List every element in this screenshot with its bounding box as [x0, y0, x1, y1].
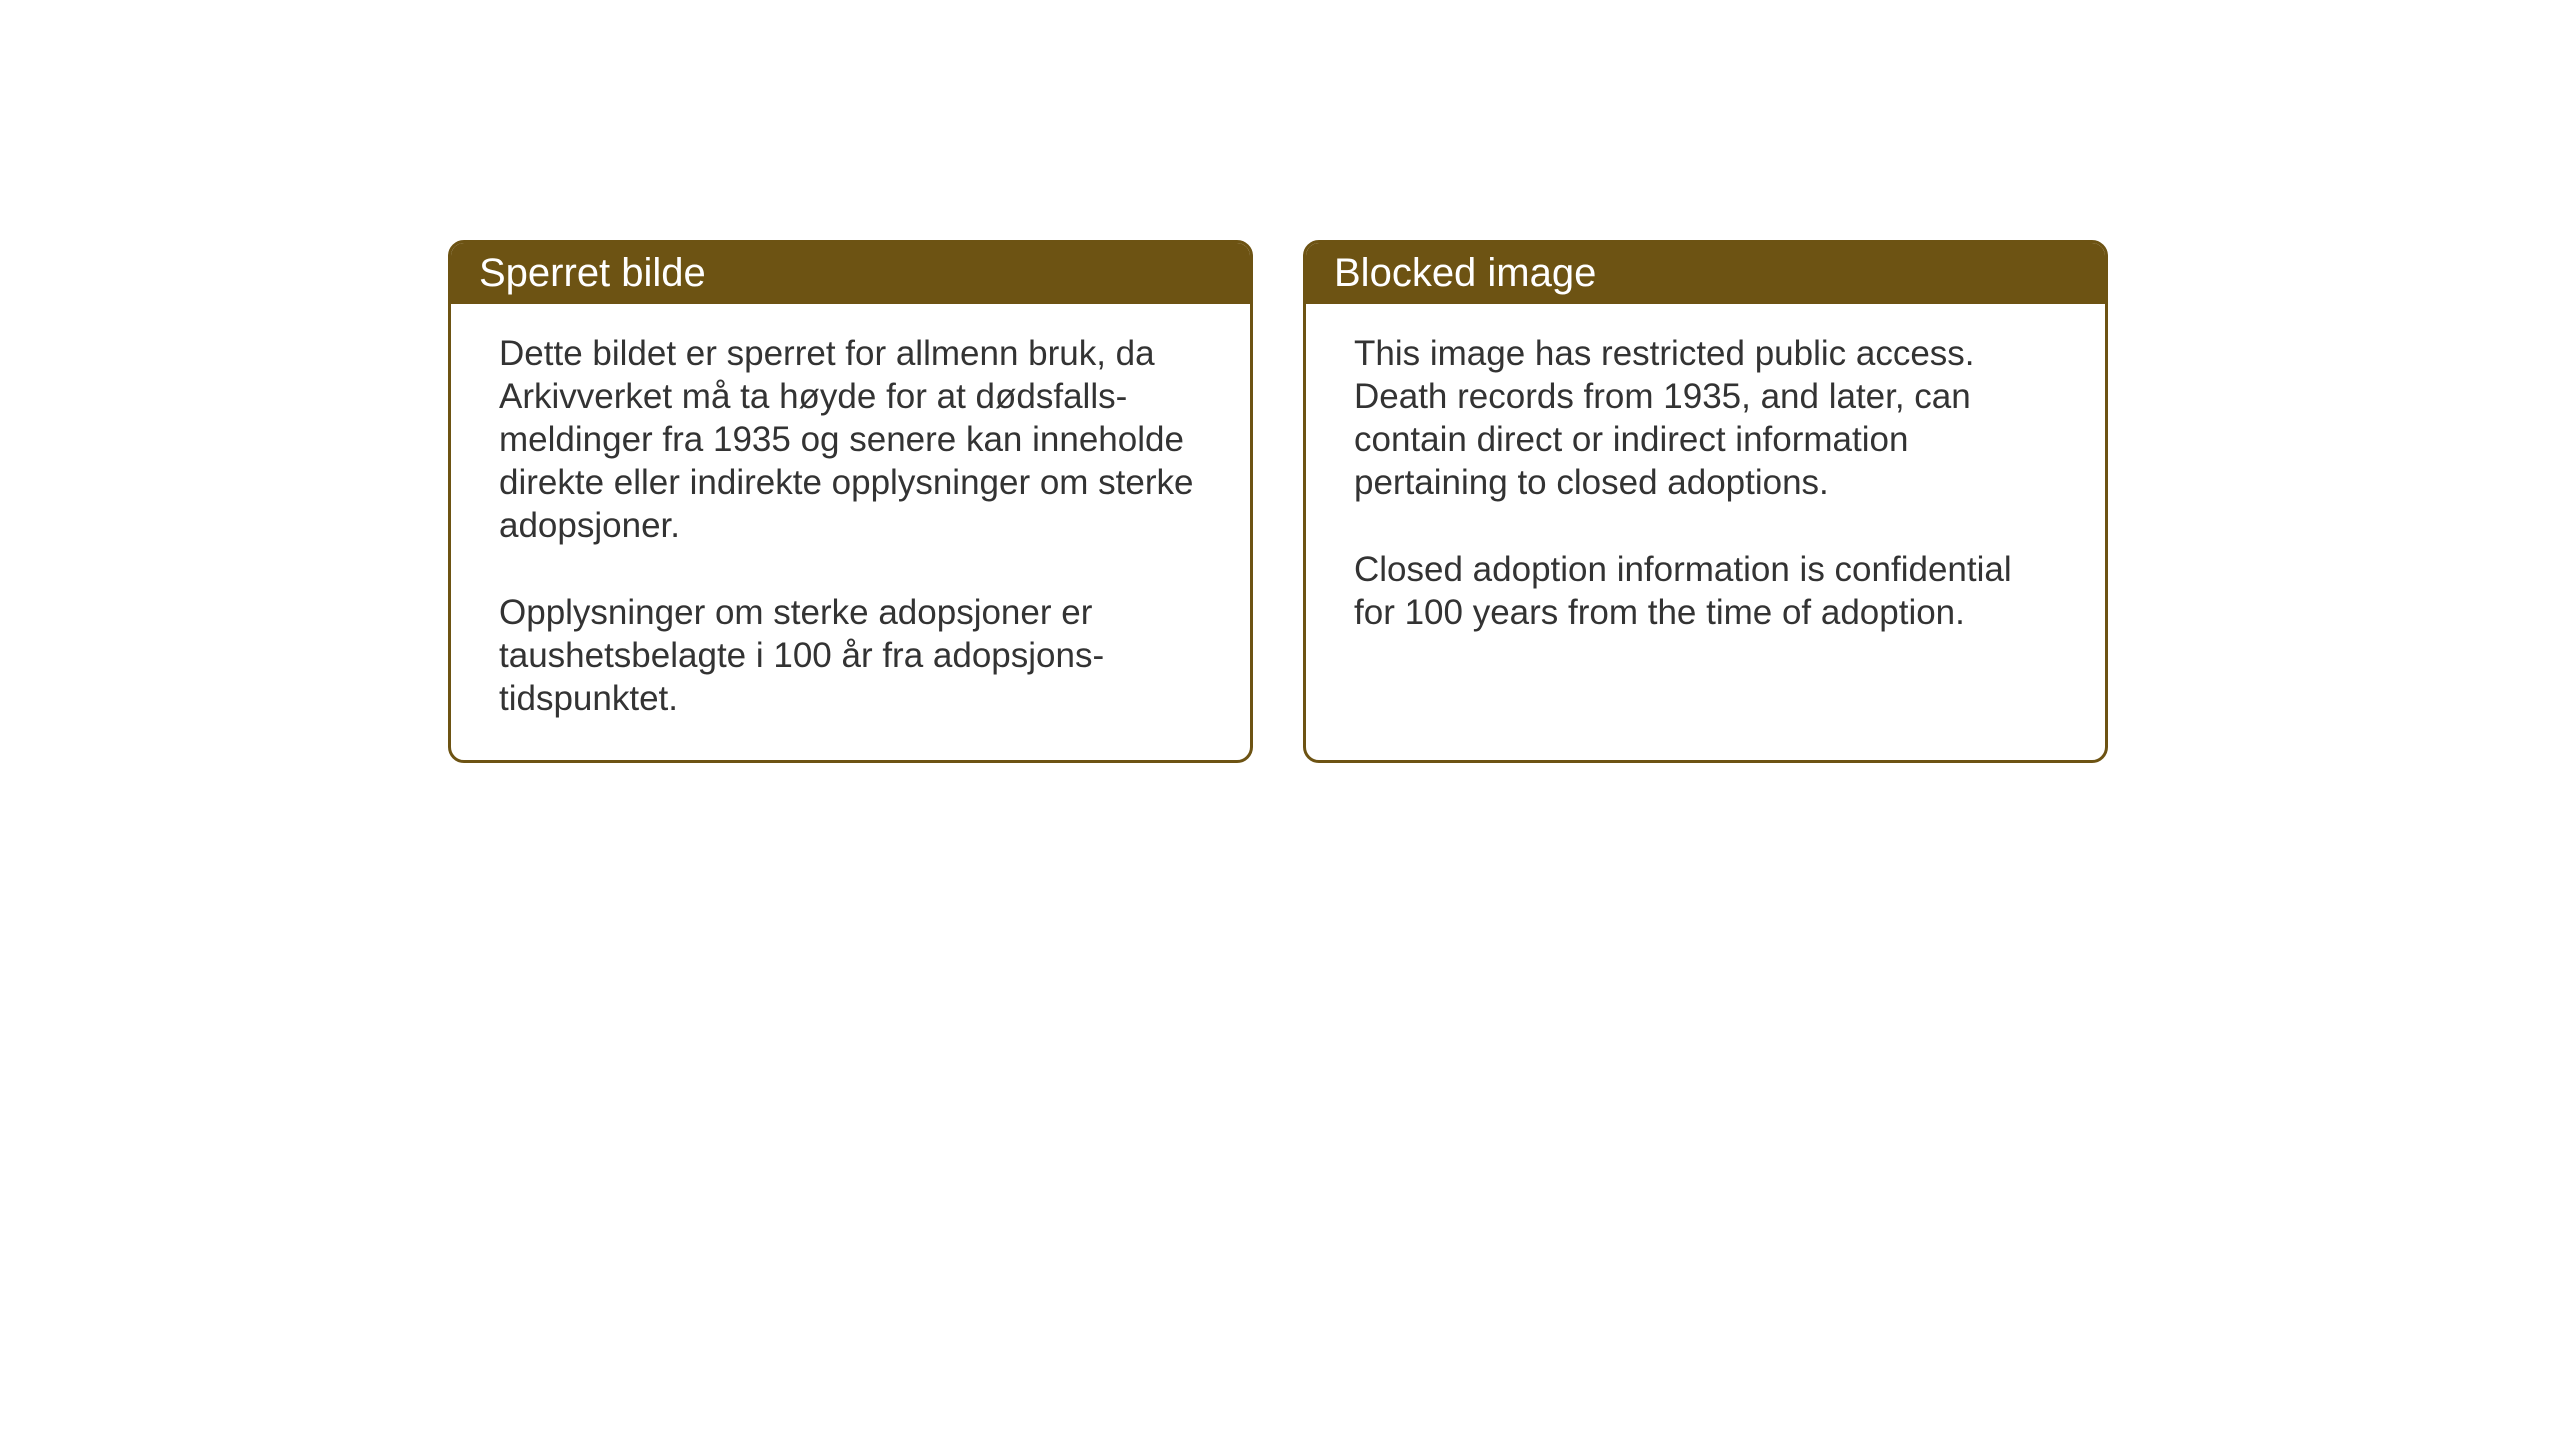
notice-cards-container: Sperret bilde Dette bildet er sperret fo… [448, 240, 2108, 763]
card-body-english: This image has restricted public access.… [1306, 304, 2105, 734]
card-paragraph-2-english: Closed adoption information is confident… [1354, 548, 2057, 634]
card-title-english: Blocked image [1334, 251, 1596, 295]
card-paragraph-2-norwegian: Opplysninger om sterke adopsjoner er tau… [499, 591, 1202, 720]
card-header-norwegian: Sperret bilde [451, 243, 1250, 304]
card-body-norwegian: Dette bildet er sperret for allmenn bruk… [451, 304, 1250, 760]
card-title-norwegian: Sperret bilde [479, 251, 706, 295]
notice-card-english: Blocked image This image has restricted … [1303, 240, 2108, 763]
card-header-english: Blocked image [1306, 243, 2105, 304]
card-paragraph-1-norwegian: Dette bildet er sperret for allmenn bruk… [499, 332, 1202, 547]
card-paragraph-1-english: This image has restricted public access.… [1354, 332, 2057, 504]
notice-card-norwegian: Sperret bilde Dette bildet er sperret fo… [448, 240, 1253, 763]
